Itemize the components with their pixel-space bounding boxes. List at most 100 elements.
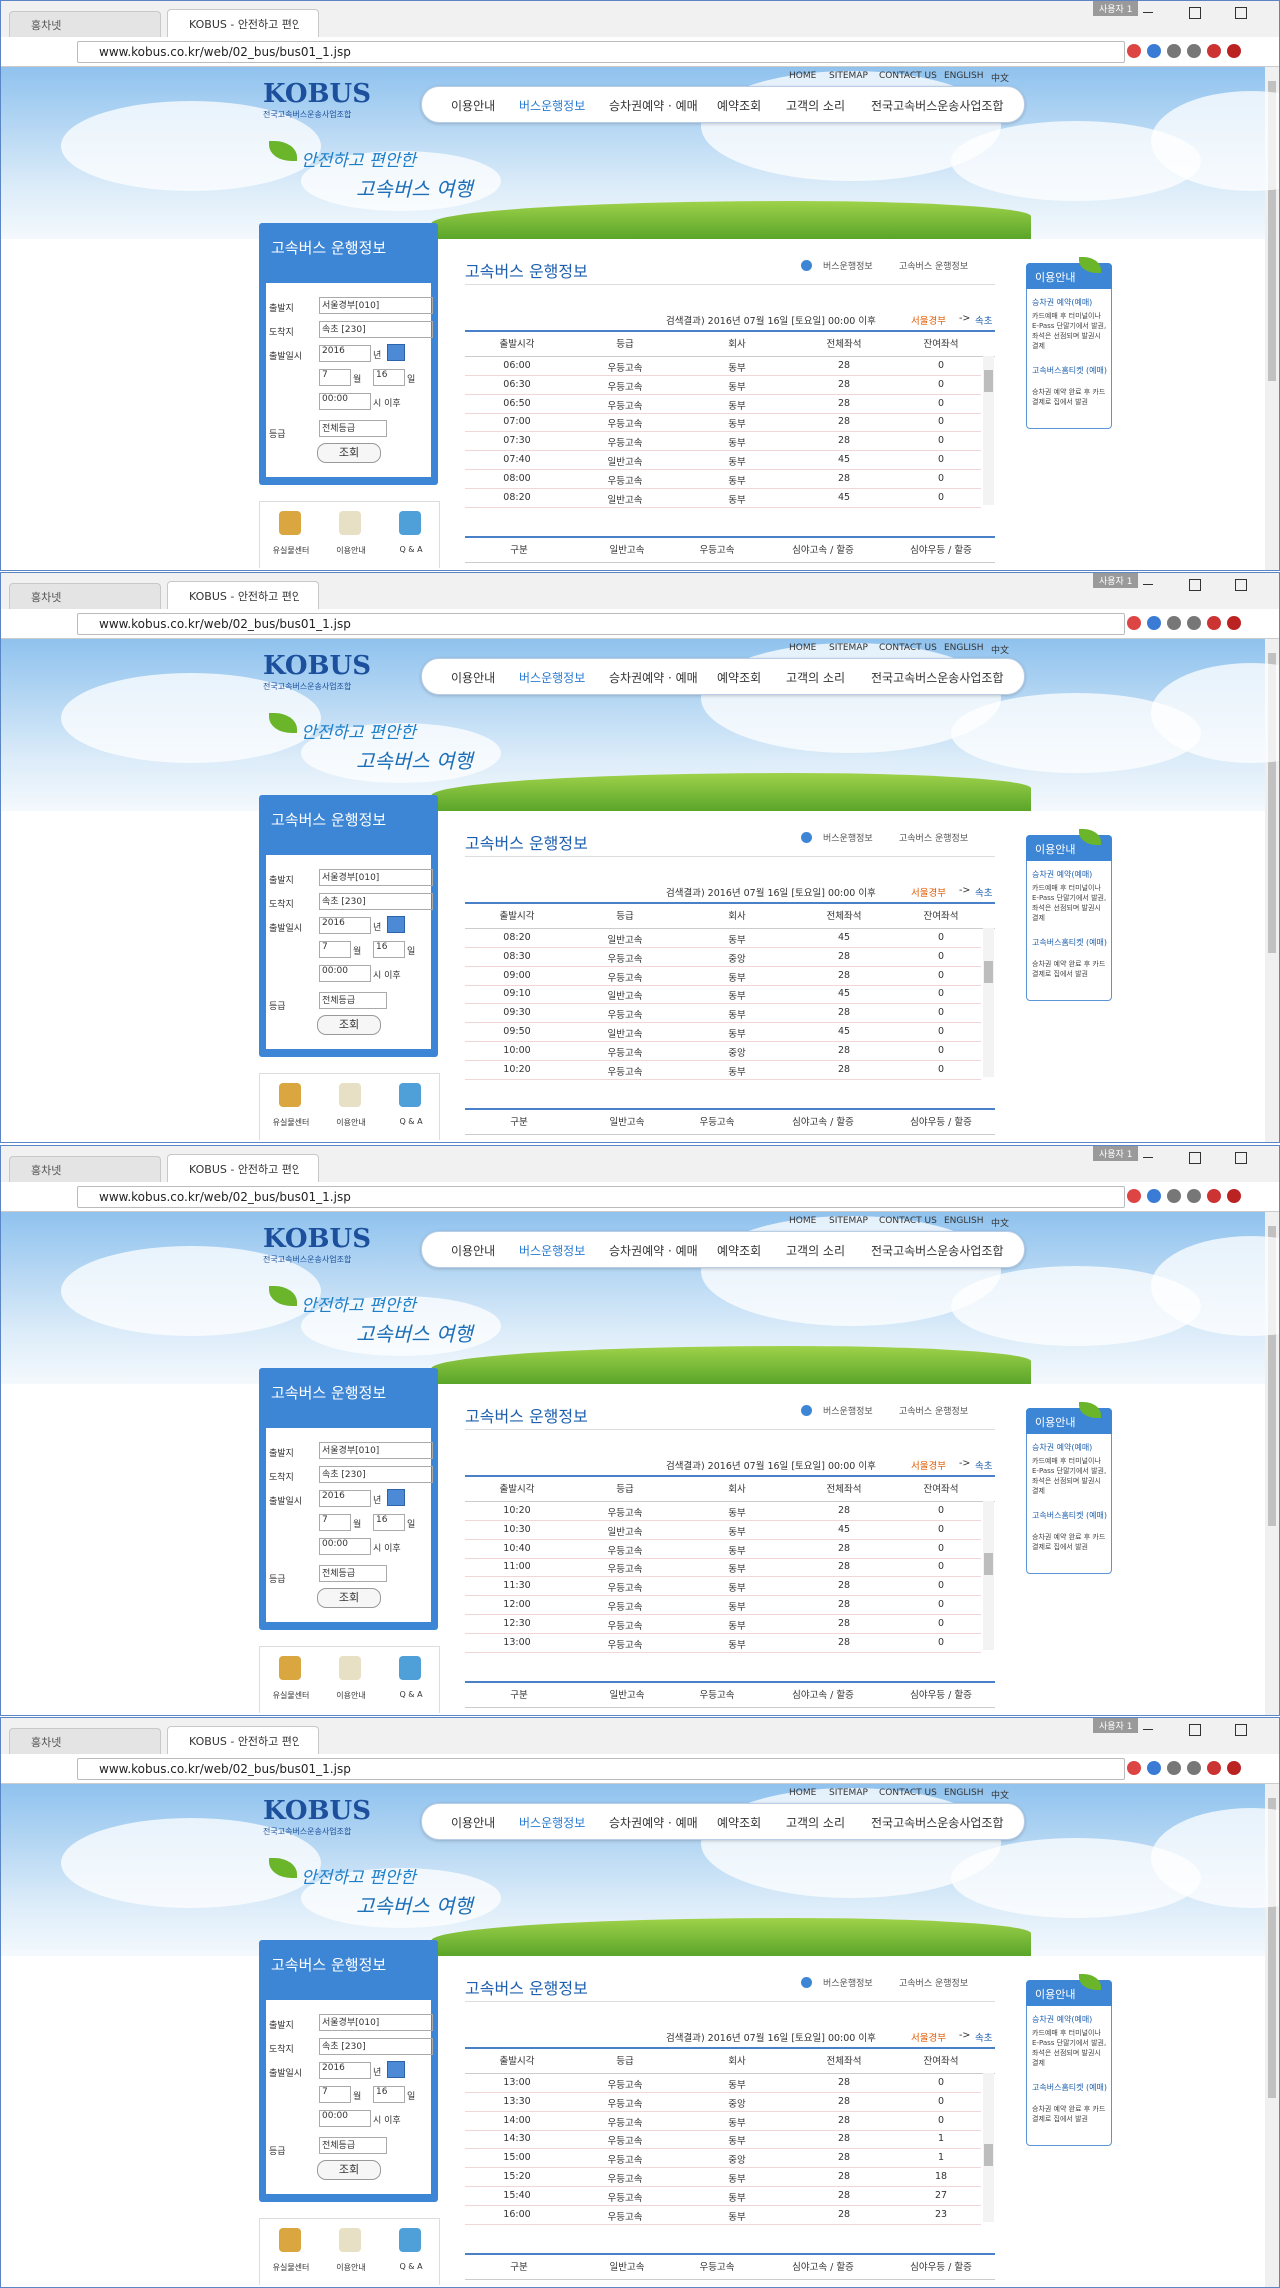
extension-icon[interactable] [1227,44,1241,58]
top-link[interactable]: CONTACT US [879,1216,937,1226]
select[interactable]: 속초 [230] [319,1466,433,1483]
select[interactable]: 서울경부[010] [319,297,433,314]
window-close[interactable] [1235,7,1247,19]
nav-item[interactable]: 버스운행정보 [519,1244,586,1258]
table-scrollbar-thumb[interactable] [984,1553,993,1575]
top-link[interactable]: CONTACT US [879,1788,937,1798]
window-close[interactable] [1235,1152,1247,1164]
extension-icon[interactable] [1187,616,1201,630]
nav-item[interactable]: 버스운행정보 [519,671,586,685]
top-link[interactable]: SITEMAP [829,643,868,653]
nav-item[interactable]: 승차권예약 · 예매 [609,99,698,113]
extension-icon[interactable] [1167,1189,1181,1203]
select[interactable]: 속초 [230] [319,893,433,910]
extension-icon[interactable] [1147,616,1161,630]
tab[interactable] [9,1156,161,1183]
select[interactable]: 00:00 [319,2110,371,2127]
sidebar-link[interactable]: 고속버스홈티켓 (예매) [1032,1511,1108,1520]
window-close[interactable] [1235,1724,1247,1736]
quick-link[interactable]: Q & A [399,545,423,554]
nav-item[interactable]: 이용안내 [451,1244,496,1258]
extension-icon[interactable] [1167,44,1181,58]
quick-link[interactable]: Q & A [399,2262,423,2271]
select[interactable]: 서울경부[010] [319,869,433,886]
window-max[interactable] [1189,7,1201,19]
table-scrollbar-thumb[interactable] [984,2144,993,2166]
select[interactable]: 2016 [319,1490,371,1507]
select[interactable]: 16 [373,369,405,386]
extension-icon[interactable] [1207,616,1221,630]
quick-link-icon[interactable] [279,1083,301,1107]
address-box[interactable] [77,41,1125,63]
nav-item[interactable]: 예약조회 [717,1816,762,1830]
nav-item[interactable]: 예약조회 [717,671,762,685]
select[interactable]: 2016 [319,2062,371,2079]
select[interactable]: 속초 [230] [319,321,433,338]
top-link[interactable]: HOME [789,643,817,653]
extension-icon[interactable] [1207,1189,1221,1203]
quick-link[interactable]: 이용안내 [336,546,366,555]
select[interactable]: 서울경부[010] [319,1442,433,1459]
quick-link-icon[interactable] [339,1656,361,1680]
calendar-icon[interactable] [387,1489,405,1506]
sidebar-link[interactable]: 승차권 예약(예매) [1032,1443,1093,1452]
extension-icon[interactable] [1227,616,1241,630]
extension-icon[interactable] [1227,1761,1241,1775]
top-link[interactable]: ENGLISH [944,71,984,81]
nav-item[interactable]: 고객의 소리 [786,671,846,685]
select[interactable]: 속초 [230] [319,2038,433,2055]
tab[interactable] [167,1726,319,1755]
calendar-icon[interactable] [387,344,405,361]
address-box[interactable] [77,1758,1125,1780]
quick-link-icon[interactable] [399,1083,421,1107]
tab[interactable] [167,1154,319,1183]
top-link[interactable]: CONTACT US [879,71,937,81]
nav-item[interactable]: 전국고속버스운송사업조합 [871,99,1004,113]
address-box[interactable] [77,1186,1125,1208]
nav-item[interactable]: 승차권예약 · 예매 [609,671,698,685]
nav-item[interactable]: 승차권예약 · 예매 [609,1816,698,1830]
top-link[interactable]: HOME [789,1788,817,1798]
select[interactable]: 16 [373,1514,405,1531]
window-min[interactable] [1143,584,1153,586]
extension-icon[interactable] [1147,1761,1161,1775]
search-button[interactable]: 조회 [317,1588,381,1608]
extension-icon[interactable] [1207,1761,1221,1775]
quick-link[interactable]: Q & A [399,1117,423,1126]
table-scrollbar-thumb[interactable] [984,961,993,983]
tab[interactable] [9,1728,161,1755]
window-max[interactable] [1189,579,1201,591]
nav-item[interactable]: 승차권예약 · 예매 [609,1244,698,1258]
nav-item[interactable]: 이용안내 [451,1816,496,1830]
select[interactable]: 00:00 [319,1538,371,1555]
quick-link-icon[interactable] [399,1656,421,1680]
extension-icon[interactable] [1187,1189,1201,1203]
top-link[interactable]: HOME [789,1216,817,1226]
window-min[interactable] [1143,1729,1153,1731]
nav-item[interactable]: 이용안내 [451,671,496,685]
top-link[interactable]: 中文 [991,1791,1010,1801]
back-button[interactable] [9,1187,25,1203]
search-button[interactable]: 조회 [317,443,381,463]
sidebar-link[interactable]: 승차권 예약(예매) [1032,298,1093,307]
nav-item[interactable]: 전국고속버스운송사업조합 [871,671,1004,685]
quick-link[interactable]: 유실물센터 [272,1118,310,1127]
quick-link[interactable]: 이용안내 [336,2263,366,2272]
sidebar-link[interactable]: 고속버스홈티켓 (예매) [1032,2083,1108,2092]
nav-item[interactable]: 예약조회 [717,99,762,113]
select[interactable]: 7 [319,369,351,386]
top-link[interactable]: CONTACT US [879,643,937,653]
extension-icon[interactable] [1127,616,1141,630]
calendar-icon[interactable] [387,2061,405,2078]
nav-item[interactable]: 이용안내 [451,99,496,113]
extension-icon[interactable] [1207,44,1221,58]
select[interactable]: 서울경부[010] [319,2014,433,2031]
quick-link-icon[interactable] [399,511,421,535]
nav-item[interactable]: 버스운행정보 [519,1816,586,1830]
sidebar-link[interactable]: 고속버스홈티켓 (예매) [1032,938,1108,947]
window-max[interactable] [1189,1152,1201,1164]
window-close[interactable] [1235,579,1247,591]
select[interactable]: 16 [373,2086,405,2103]
top-link[interactable]: 中文 [991,74,1010,84]
nav-item[interactable]: 전국고속버스운송사업조합 [871,1244,1004,1258]
